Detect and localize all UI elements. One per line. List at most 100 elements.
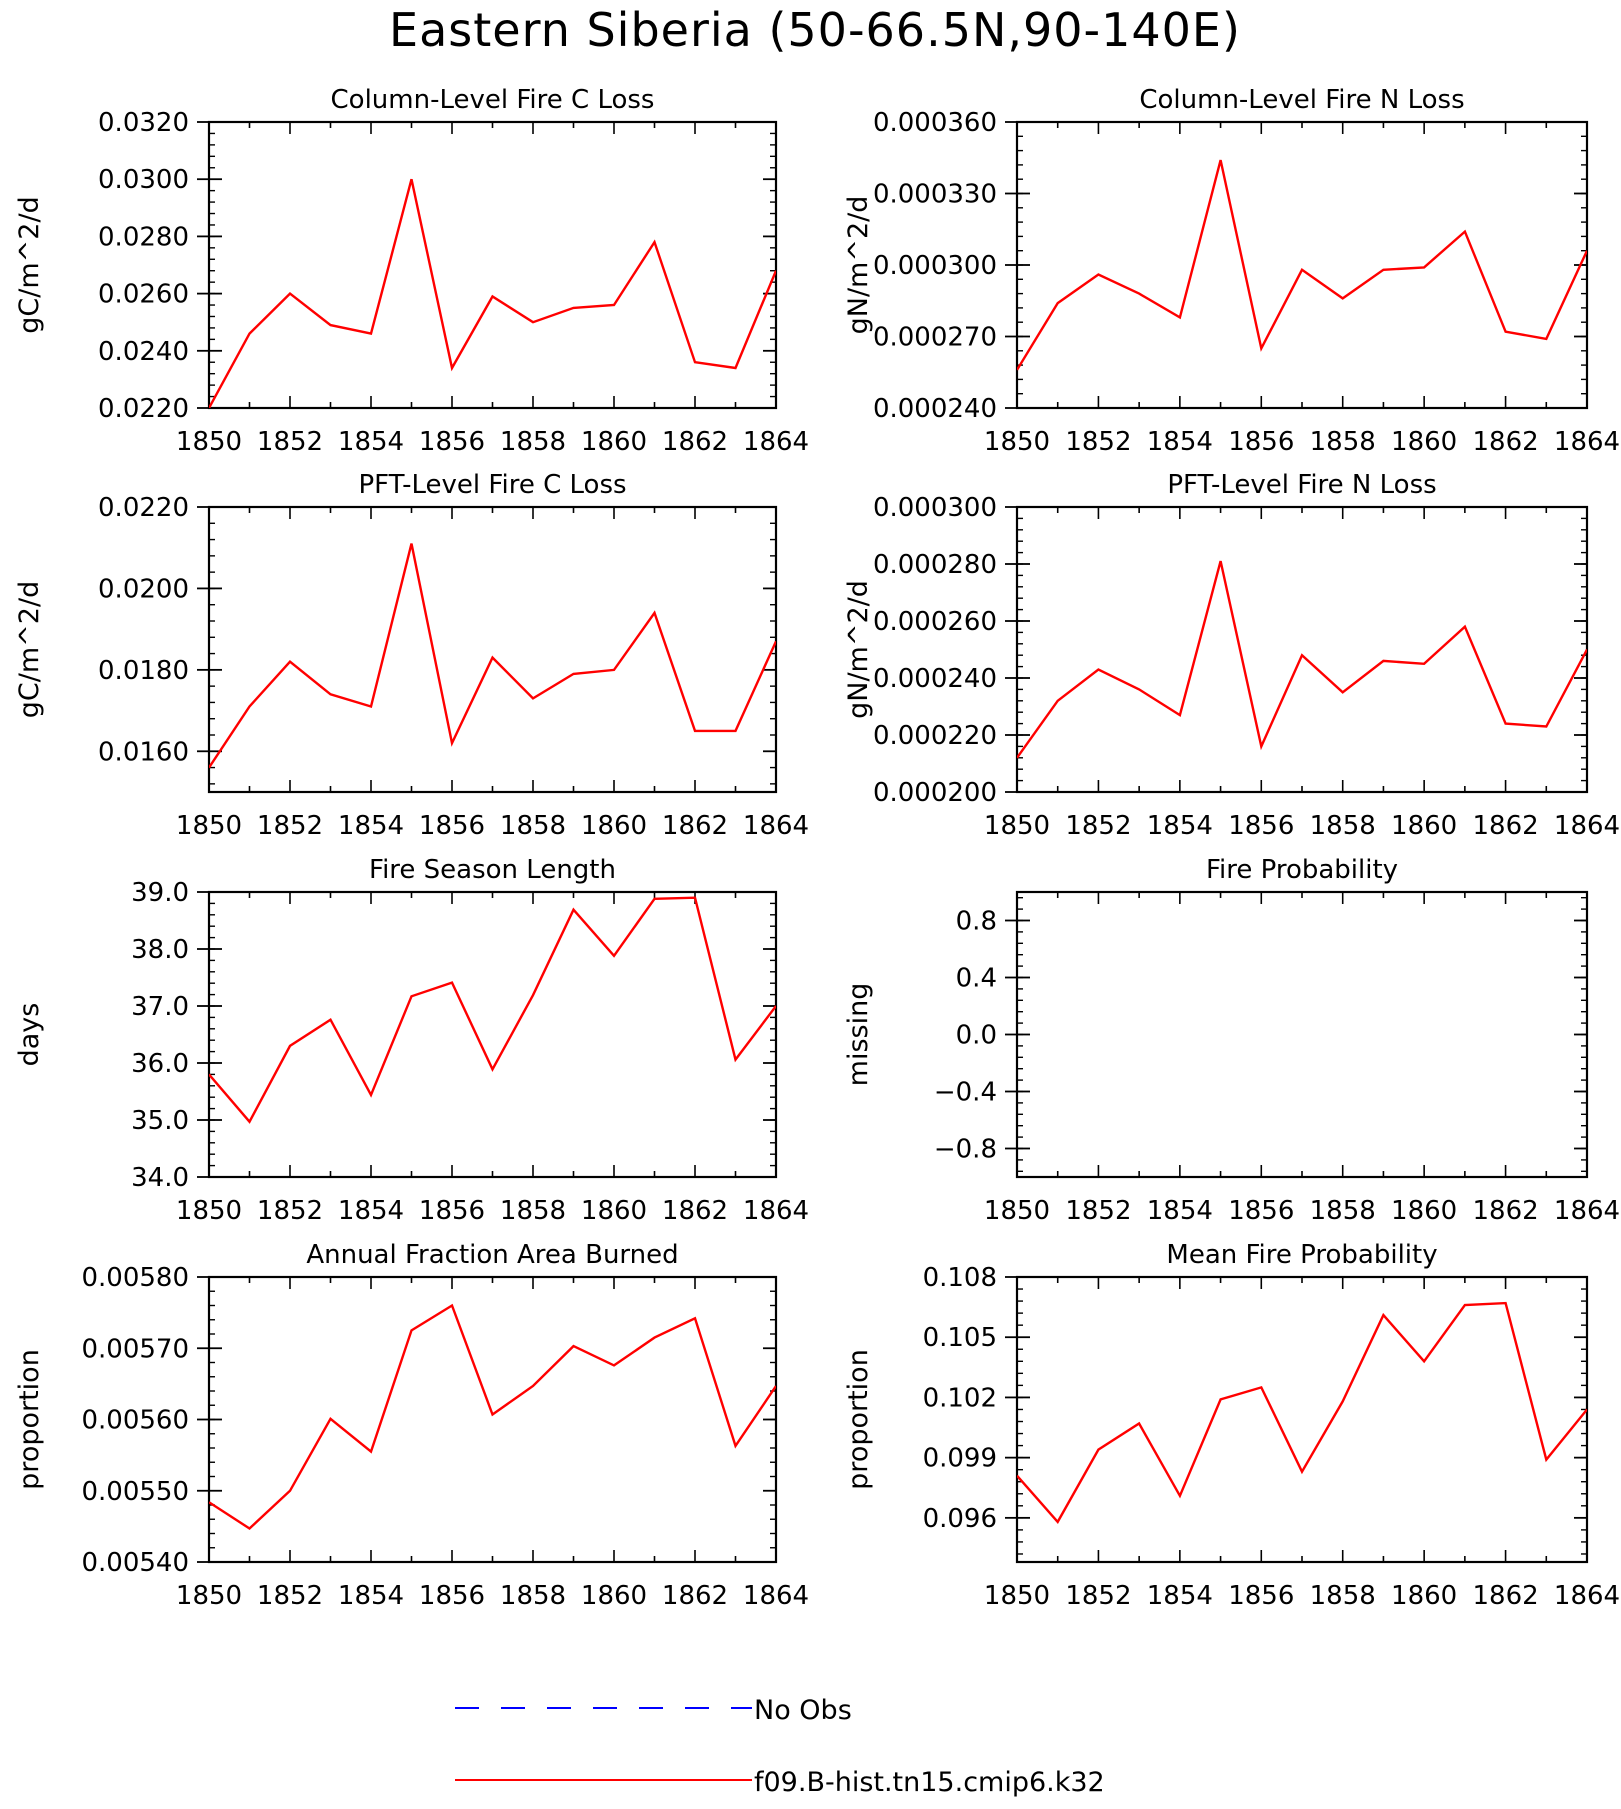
y-tick-label: 0.108 xyxy=(923,1263,997,1293)
x-tick-label: 1850 xyxy=(176,811,242,841)
panel-title: PFT-Level Fire N Loss xyxy=(1167,470,1436,500)
x-tick-label: 1856 xyxy=(1228,427,1294,457)
x-tick-label: 1852 xyxy=(1065,1581,1131,1611)
y-tick-label: 0.0 xyxy=(956,1021,997,1051)
y-axis-label: gC/m^2/d xyxy=(14,196,45,333)
plot-frame xyxy=(207,505,778,794)
x-tick-label: 1858 xyxy=(500,1196,566,1226)
series-line-1 xyxy=(209,896,776,1124)
y-tick-label: 0.000300 xyxy=(873,493,997,523)
y-axis-label: gN/m^2/d xyxy=(843,580,874,719)
y-tick-label: 0.0300 xyxy=(98,165,189,195)
plot-frame xyxy=(1015,120,1589,410)
x-tick-label: 1864 xyxy=(743,1196,809,1226)
x-tick-label: 1852 xyxy=(257,427,323,457)
series-line-1 xyxy=(1017,1301,1587,1524)
legend: No Obs f09.B-hist.tn15.cmip6.k32 xyxy=(455,1695,1105,1798)
chart-panel-3: 1850 1852 1854 1856 1858 1860 1862 1864 0.0160 0.… xyxy=(14,470,809,841)
x-tick-label: 1862 xyxy=(1472,1581,1538,1611)
y-tick-label: 0.00540 xyxy=(81,1548,189,1578)
x-tick-label: 1852 xyxy=(257,1581,323,1611)
x-tick-label: 1858 xyxy=(500,1581,566,1611)
y-tick-label: 0.0180 xyxy=(98,656,189,686)
legend-label-no-obs: No Obs xyxy=(754,1695,852,1726)
y-tick-label: 36.0 xyxy=(131,1049,189,1079)
y-tick-label: 37.0 xyxy=(131,992,189,1022)
x-tick-label: 1862 xyxy=(1472,1196,1538,1226)
x-tick-label: 1854 xyxy=(338,811,404,841)
plot-frame xyxy=(207,120,778,410)
x-tick-label: 1862 xyxy=(662,1196,728,1226)
x-tick-label: 1858 xyxy=(1310,427,1376,457)
x-tick-label: 1854 xyxy=(338,1581,404,1611)
series-line-1 xyxy=(209,1303,776,1531)
x-tick-label: 1864 xyxy=(743,1581,809,1611)
x-tick-label: 1856 xyxy=(1228,1581,1294,1611)
x-tick-label: 1856 xyxy=(1228,811,1294,841)
panel-title: Column-Level Fire C Loss xyxy=(331,85,655,115)
chart-panel-7: 1850 1852 1854 1856 1858 1860 1862 1864 0.00540 0… xyxy=(14,1240,809,1611)
x-tick-label: 1850 xyxy=(984,1196,1050,1226)
x-tick-label: 1858 xyxy=(1310,811,1376,841)
y-tick-label: 0.096 xyxy=(923,1504,997,1534)
x-tick-label: 1850 xyxy=(984,427,1050,457)
x-tick-label: 1860 xyxy=(581,811,647,841)
y-tick-label: −0.8 xyxy=(934,1135,997,1165)
chart-panel-4: 1850 1852 1854 1856 1858 1860 1862 1864 0.000200… xyxy=(843,470,1620,841)
chart-panel-2: 1850 1852 1854 1856 1858 1860 1862 1864 0.000240… xyxy=(843,85,1620,457)
x-tick-label: 1862 xyxy=(662,427,728,457)
y-tick-label: 0.105 xyxy=(923,1323,997,1353)
y-axis-label: days xyxy=(14,1003,45,1067)
x-tick-label: 1854 xyxy=(338,427,404,457)
x-tick-label: 1856 xyxy=(419,1196,485,1226)
series-line-1 xyxy=(1017,159,1587,371)
y-axis-label: gN/m^2/d xyxy=(843,196,874,335)
y-tick-label: 0.0280 xyxy=(98,222,189,252)
x-tick-label: 1856 xyxy=(419,811,485,841)
chart-panel-6: 1850 1852 1854 1856 1858 1860 1862 1864 −0.8 −0.4… xyxy=(843,855,1620,1226)
x-tick-label: 1850 xyxy=(176,1196,242,1226)
series-line-1 xyxy=(209,178,776,408)
y-tick-label: 0.102 xyxy=(923,1383,997,1413)
y-tick-label: 0.0200 xyxy=(98,574,189,604)
x-tick-label: 1860 xyxy=(581,427,647,457)
x-tick-label: 1850 xyxy=(176,1581,242,1611)
y-tick-label: 0.0220 xyxy=(98,394,189,424)
x-tick-label: 1858 xyxy=(1310,1196,1376,1226)
y-tick-label: 35.0 xyxy=(131,1106,189,1136)
x-tick-label: 1864 xyxy=(1554,1196,1620,1226)
x-tick-label: 1860 xyxy=(581,1196,647,1226)
x-tick-label: 1862 xyxy=(1472,427,1538,457)
chart-panel-5: 1850 1852 1854 1856 1858 1860 1862 1864 34.0 35.0… xyxy=(14,855,809,1226)
panel-title: PFT-Level Fire C Loss xyxy=(358,470,626,500)
x-tick-label: 1864 xyxy=(743,427,809,457)
x-tick-label: 1856 xyxy=(419,1581,485,1611)
x-tick-label: 1862 xyxy=(662,1581,728,1611)
y-tick-label: 0.000240 xyxy=(873,394,997,424)
x-tick-label: 1852 xyxy=(257,1196,323,1226)
panel-title: Fire Probability xyxy=(1206,855,1398,885)
x-tick-label: 1854 xyxy=(1147,427,1213,457)
x-tick-label: 1850 xyxy=(984,1581,1050,1611)
y-tick-label: 0.000200 xyxy=(873,778,997,808)
x-tick-label: 1864 xyxy=(1554,1581,1620,1611)
y-tick-label: 0.000280 xyxy=(873,550,997,580)
plot-frame xyxy=(1015,1275,1589,1564)
x-tick-label: 1862 xyxy=(662,811,728,841)
series-line-1 xyxy=(209,543,776,769)
y-tick-label: 0.8 xyxy=(956,907,997,937)
y-tick-label: −0.4 xyxy=(934,1078,997,1108)
y-tick-label: 0.000220 xyxy=(873,721,997,751)
plot-frame xyxy=(207,890,778,1179)
x-tick-label: 1860 xyxy=(581,1581,647,1611)
y-axis-label: missing xyxy=(843,983,874,1087)
y-tick-label: 0.0240 xyxy=(98,337,189,367)
x-tick-label: 1864 xyxy=(1554,427,1620,457)
x-tick-label: 1852 xyxy=(257,811,323,841)
y-tick-label: 0.0260 xyxy=(98,280,189,310)
y-tick-label: 0.00560 xyxy=(81,1406,189,1436)
chart-panel-1: 1850 1852 1854 1856 1858 1860 1862 1864 0.0220 0.… xyxy=(14,85,809,457)
y-tick-label: 0.0220 xyxy=(98,493,189,523)
y-tick-label: 0.00550 xyxy=(81,1477,189,1507)
